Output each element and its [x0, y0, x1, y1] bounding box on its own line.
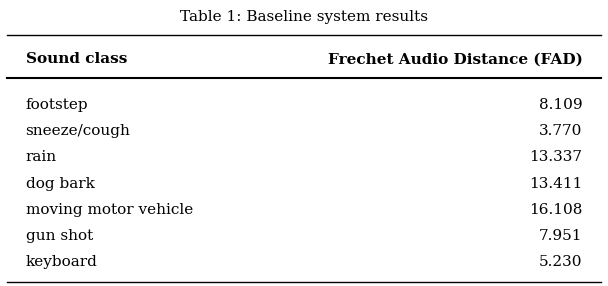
Text: Sound class: Sound class — [26, 52, 127, 66]
Text: 5.230: 5.230 — [539, 255, 582, 269]
Text: moving motor vehicle: moving motor vehicle — [26, 203, 193, 217]
Text: sneeze/cough: sneeze/cough — [26, 124, 131, 138]
Text: 13.337: 13.337 — [530, 150, 582, 164]
Text: 13.411: 13.411 — [529, 176, 582, 190]
Text: dog bark: dog bark — [26, 176, 94, 190]
Text: Table 1: Baseline system results: Table 1: Baseline system results — [180, 10, 428, 24]
Text: 16.108: 16.108 — [529, 203, 582, 217]
Text: rain: rain — [26, 150, 57, 164]
Text: footstep: footstep — [26, 98, 88, 112]
Text: gun shot: gun shot — [26, 229, 93, 243]
Text: keyboard: keyboard — [26, 255, 97, 269]
Text: 8.109: 8.109 — [539, 98, 582, 112]
Text: Frechet Audio Distance (FAD): Frechet Audio Distance (FAD) — [328, 52, 582, 66]
Text: 3.770: 3.770 — [539, 124, 582, 138]
Text: 7.951: 7.951 — [539, 229, 582, 243]
